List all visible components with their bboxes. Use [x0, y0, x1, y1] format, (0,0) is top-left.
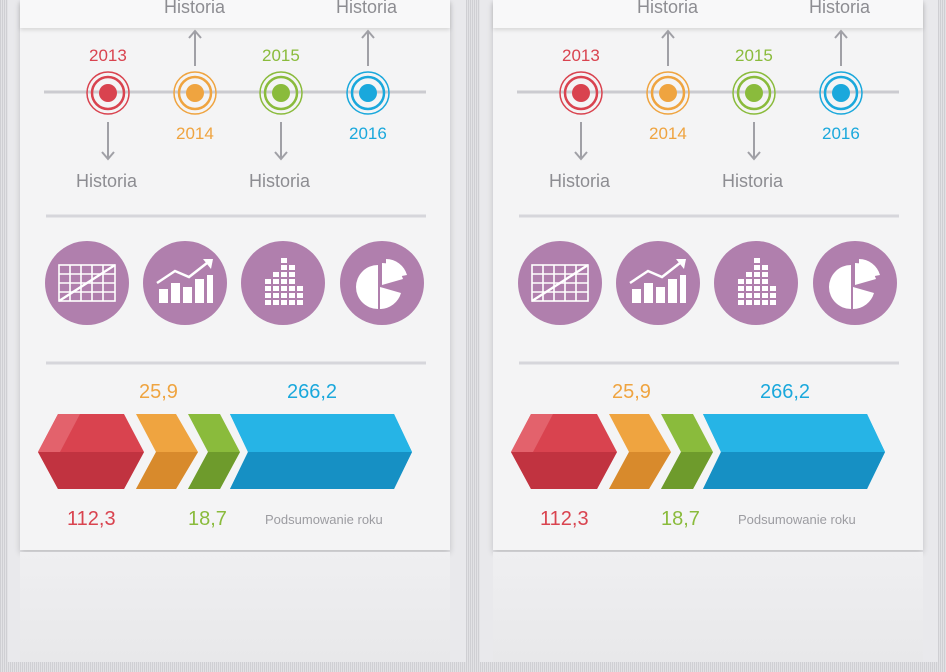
value-label: 18,7 [661, 508, 700, 530]
history-label-top: Historia [809, 0, 871, 17]
segment-orange [136, 414, 198, 489]
segment-blue [703, 414, 885, 489]
value-label: 112,3 [540, 508, 589, 530]
year-label: 2014 [176, 124, 214, 143]
panel-header [20, 0, 450, 28]
pie-chart-icon [813, 241, 897, 325]
arrow-down-icon [274, 122, 288, 161]
value-label: 112,3 [67, 508, 116, 530]
grid-chart-icon [518, 241, 602, 325]
value-label: 25,9 [612, 381, 651, 403]
timeline-marker-2016 [819, 71, 863, 115]
background-stripe-left [0, 0, 8, 672]
arrow-up-icon [361, 29, 375, 66]
summary-label: Podsumowanie roku [738, 512, 856, 527]
panel-header [493, 0, 923, 28]
value-label: 266,2 [760, 381, 811, 403]
panel-lower-area [20, 552, 450, 662]
arrow-up-icon [188, 29, 202, 66]
panel-graphics [511, 29, 899, 489]
year-label: 2015 [262, 46, 300, 65]
year-label: 2014 [649, 124, 687, 143]
history-label-top: Historia [336, 0, 398, 17]
value-label: 266,2 [287, 381, 338, 403]
year-label: 2015 [735, 46, 773, 65]
panel-graphics [38, 29, 426, 489]
timeline-marker-2013 [86, 71, 130, 115]
timeline-marker-2015 [259, 71, 303, 115]
pie-chart-icon [340, 241, 424, 325]
history-label-bottom: Historia [249, 171, 311, 191]
year-label: 2013 [89, 46, 127, 65]
history-label-top: Historia [637, 0, 699, 17]
value-label: 25,9 [139, 381, 178, 403]
timeline-marker-2014 [646, 71, 690, 115]
history-label-bottom: Historia [549, 171, 611, 191]
segment-green [661, 414, 713, 489]
arrow-down-icon [574, 122, 588, 161]
growth-bar-chart-icon [143, 241, 227, 325]
background-stripe-right [938, 0, 946, 672]
infographic-panel-left: Historia Historia 2013 2014 2015 2016 Hi… [20, 0, 450, 550]
timeline-marker-2016 [346, 71, 390, 115]
bar-columns-icon [241, 241, 325, 325]
timeline-marker-2015 [732, 71, 776, 115]
grid-chart-icon [45, 241, 129, 325]
value-label: 18,7 [188, 508, 227, 530]
segment-green [188, 414, 240, 489]
year-label: 2016 [822, 124, 860, 143]
segment-red [38, 414, 144, 489]
segment-red [511, 414, 617, 489]
arrow-up-icon [834, 29, 848, 66]
year-label: 2013 [562, 46, 600, 65]
history-label-bottom: Historia [722, 171, 784, 191]
arrow-down-icon [747, 122, 761, 161]
arrow-up-icon [661, 29, 675, 66]
arrow-down-icon [101, 122, 115, 161]
bar-columns-icon [714, 241, 798, 325]
background-stripe-bottom [0, 662, 946, 672]
background-stripe-middle [466, 0, 480, 672]
segment-blue [230, 414, 412, 489]
history-label-bottom: Historia [76, 171, 138, 191]
panel-lower-area [493, 552, 923, 662]
timeline-marker-2014 [173, 71, 217, 115]
timeline-marker-2013 [559, 71, 603, 115]
history-label-top: Historia [164, 0, 226, 17]
infographic-panel-right: Historia Historia 2013 2014 2015 2016 Hi… [493, 0, 923, 550]
summary-label: Podsumowanie roku [265, 512, 383, 527]
year-label: 2016 [349, 124, 387, 143]
segment-orange [609, 414, 671, 489]
growth-bar-chart-icon [616, 241, 700, 325]
